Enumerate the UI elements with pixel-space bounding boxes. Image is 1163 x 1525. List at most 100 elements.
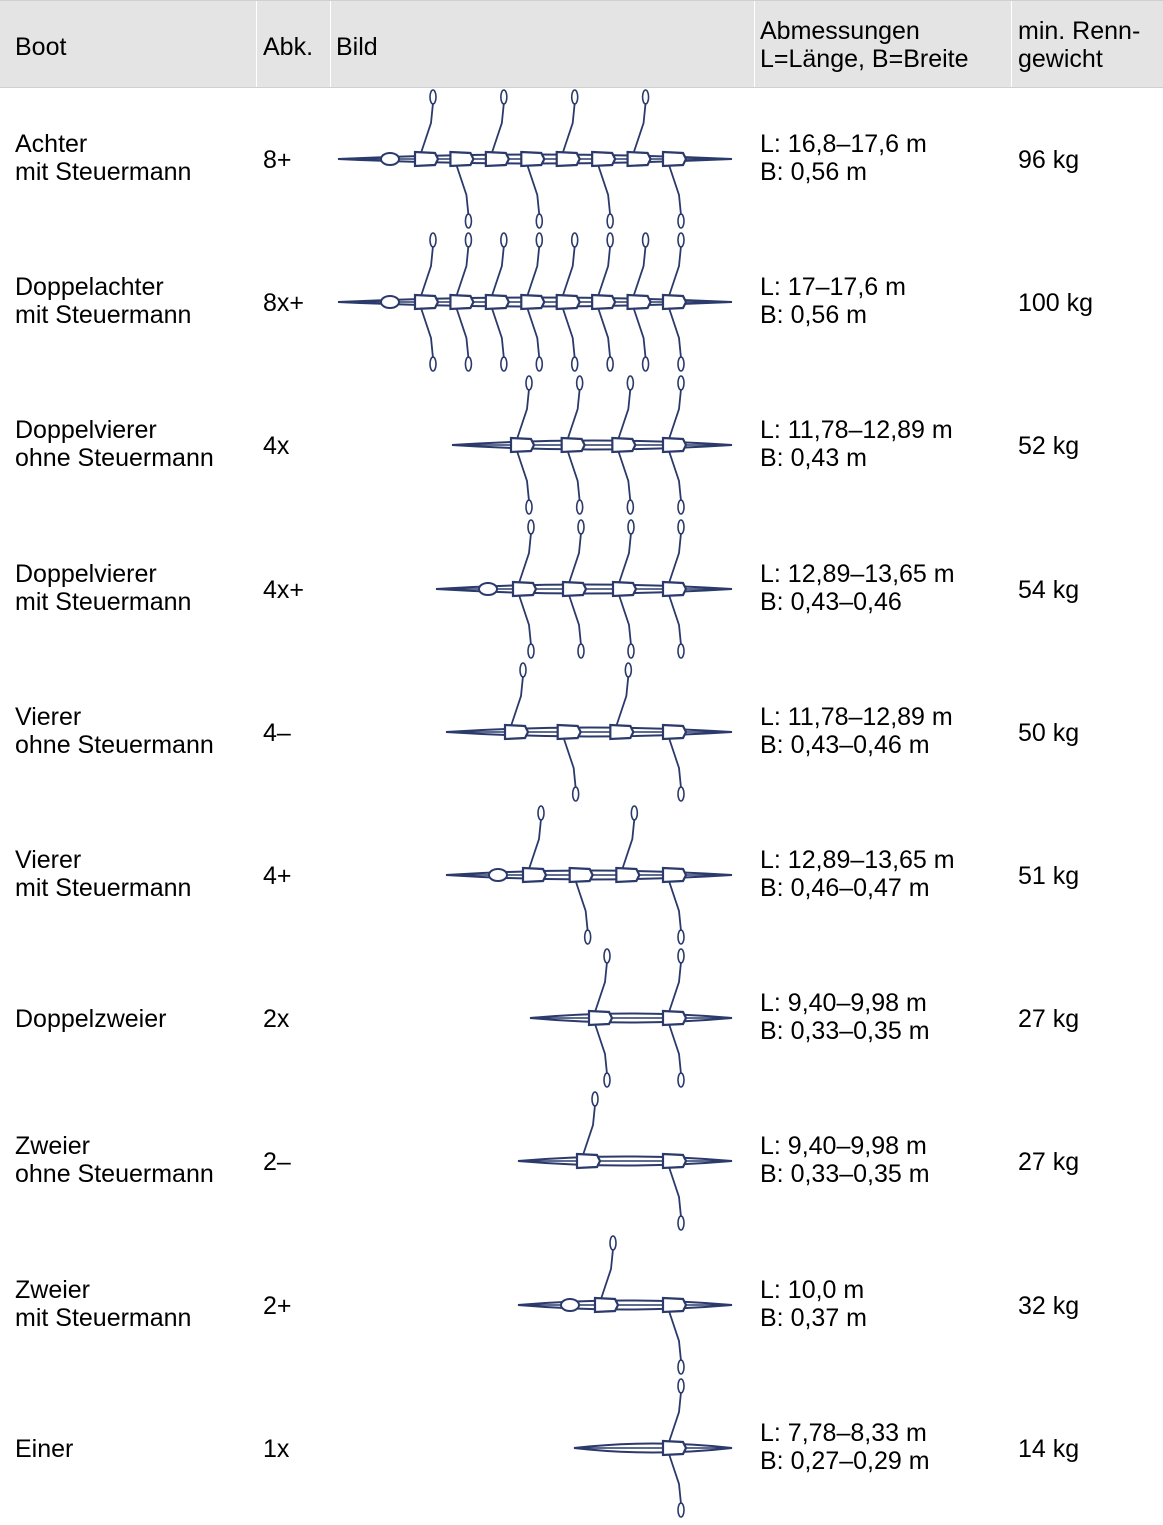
boat-name: Zweier ohne Steuermann <box>15 1132 255 1188</box>
boat-width: B: 0,43–0,46 m <box>760 731 1010 759</box>
header-bild: Bild <box>336 33 378 61</box>
boat-illustration <box>330 88 750 231</box>
boat-illustration <box>330 1377 750 1520</box>
boat-width: B: 0,33–0,35 m <box>760 1017 1010 1045</box>
boat-name-line1: Vierer <box>15 703 255 731</box>
boat-length: L: 12,89–13,65 m <box>760 560 1010 588</box>
boat-abbreviation: 8x+ <box>263 289 333 317</box>
header-dimensions-line2: L=Länge, B=Breite <box>760 45 969 73</box>
boat-name-line2: mit Steuermann <box>15 874 255 902</box>
boat-abbreviation: 4x+ <box>263 576 333 604</box>
boat-name: Doppelvierer ohne Steuermann <box>15 416 255 472</box>
header-divider <box>1011 1 1012 87</box>
table-row: Doppelachter mit Steuermann 8x+ L: 17–17,6 … <box>0 231 1163 374</box>
boat-length: L: 11,78–12,89 m <box>760 703 1010 731</box>
boat-width: B: 0,56 m <box>760 158 1010 186</box>
boat-illustration <box>330 804 750 947</box>
boat-name-line1: Zweier <box>15 1276 255 1304</box>
boat-abbreviation: 4– <box>263 719 333 747</box>
boat-illustration <box>330 947 750 1090</box>
boat-name: Einer <box>15 1435 255 1463</box>
boat-name: Doppelvierer mit Steuermann <box>15 560 255 616</box>
boat-name-line2: ohne Steuermann <box>15 731 255 759</box>
boat-illustration <box>330 1090 750 1233</box>
boat-dimensions: L: 12,89–13,65 m B: 0,43–0,46 <box>760 560 1010 616</box>
boat-dimensions: L: 16,8–17,6 m B: 0,56 m <box>760 130 1010 186</box>
boat-dimensions: L: 9,40–9,98 m B: 0,33–0,35 m <box>760 1132 1010 1188</box>
boat-name: Vierer mit Steuermann <box>15 846 255 902</box>
boat-width: B: 0,43–0,46 <box>760 588 1010 616</box>
boat-name-line2: ohne Steuermann <box>15 444 255 472</box>
boat-name-line1: Achter <box>15 130 255 158</box>
boat-name-line1: Zweier <box>15 1132 255 1160</box>
boat-width: B: 0,33–0,35 m <box>760 1160 1010 1188</box>
header-boot: Boot <box>15 33 66 61</box>
header-divider <box>754 1 755 87</box>
table-row: Vierer mit Steuermann 4+ L: 12,89–13,65 m B:… <box>0 804 1163 947</box>
boat-length: L: 7,78–8,33 m <box>760 1419 1010 1447</box>
table-row: Achter mit Steuermann 8+ L: 16,8–17,6 m B: 0… <box>0 88 1163 231</box>
boat-width: B: 0,56 m <box>760 301 1010 329</box>
boat-name-line1: Doppelzweier <box>15 1005 255 1033</box>
boat-name: Doppelachter mit Steuermann <box>15 273 255 329</box>
boat-abbreviation: 1x <box>263 1435 333 1463</box>
boat-length: L: 16,8–17,6 m <box>760 130 1010 158</box>
boat-abbreviation: 2x <box>263 1005 333 1033</box>
boat-dimensions: L: 9,40–9,98 m B: 0,33–0,35 m <box>760 989 1010 1045</box>
table-row: Doppelvierer ohne Steuermann 4x L: 11,78–12… <box>0 374 1163 517</box>
boat-name-line2: mit Steuermann <box>15 588 255 616</box>
boat-illustration <box>330 661 750 804</box>
boat-name-line2: mit Steuermann <box>15 301 255 329</box>
boat-length: L: 12,89–13,65 m <box>760 846 1010 874</box>
boat-abbreviation: 4x <box>263 432 333 460</box>
boat-illustration <box>330 231 750 374</box>
boat-name-line1: Einer <box>15 1435 255 1463</box>
boat-weight: 50 kg <box>1018 719 1158 747</box>
boat-length: L: 11,78–12,89 m <box>760 416 1010 444</box>
boat-illustration <box>330 1234 750 1377</box>
boat-length: L: 9,40–9,98 m <box>760 989 1010 1017</box>
boat-weight: 54 kg <box>1018 576 1158 604</box>
boat-abbreviation: 2– <box>263 1148 333 1176</box>
boat-dimensions: L: 11,78–12,89 m B: 0,43 m <box>760 416 1010 472</box>
table-row: Zweier mit Steuermann 2+ L: 10,0 m B: 0,37 m… <box>0 1234 1163 1377</box>
table-row: Doppelvierer mit Steuermann 4x+ L: 12,89–13… <box>0 518 1163 661</box>
header-weight-line2: gewicht <box>1018 45 1140 73</box>
boat-name-line1: Doppelvierer <box>15 560 255 588</box>
boat-illustration <box>330 374 750 517</box>
boat-weight: 14 kg <box>1018 1435 1158 1463</box>
boat-name-line1: Doppelachter <box>15 273 255 301</box>
header-abk: Abk. <box>263 33 313 61</box>
boat-illustration <box>330 518 750 661</box>
boat-length: L: 10,0 m <box>760 1276 1010 1304</box>
boat-name-line2: mit Steuermann <box>15 1304 255 1332</box>
header-dimensions: Abmessungen L=Länge, B=Breite <box>760 17 969 73</box>
header-dimensions-line1: Abmessungen <box>760 17 969 45</box>
boat-name-line2: ohne Steuermann <box>15 1160 255 1188</box>
boat-weight: 100 kg <box>1018 289 1158 317</box>
table-row: Einer 1x L: 7,78–8,33 m B: 0,27–0,29 m 14 kg <box>0 1377 1163 1520</box>
boat-name-line2: mit Steuermann <box>15 158 255 186</box>
boat-weight: 27 kg <box>1018 1148 1158 1176</box>
boat-name: Doppelzweier <box>15 1005 255 1033</box>
table-header: Boot Abk. Bild Abmessungen L=Länge, B=Br… <box>0 0 1163 88</box>
header-weight: min. Renn- gewicht <box>1018 17 1140 73</box>
header-weight-line1: min. Renn- <box>1018 17 1140 45</box>
boat-weight: 51 kg <box>1018 862 1158 890</box>
boat-weight: 96 kg <box>1018 146 1158 174</box>
table-row: Doppelzweier 2x L: 9,40–9,98 m B: 0,33–0,35… <box>0 947 1163 1090</box>
boat-width: B: 0,27–0,29 m <box>760 1447 1010 1475</box>
boat-dimensions: L: 17–17,6 m B: 0,56 m <box>760 273 1010 329</box>
boat-dimensions: L: 12,89–13,65 m B: 0,46–0,47 m <box>760 846 1010 902</box>
boat-dimensions: L: 7,78–8,33 m B: 0,27–0,29 m <box>760 1419 1010 1475</box>
header-divider <box>330 1 331 87</box>
boat-width: B: 0,43 m <box>760 444 1010 472</box>
boat-abbreviation: 4+ <box>263 862 333 890</box>
boat-name-line1: Vierer <box>15 846 255 874</box>
boat-dimensions: L: 10,0 m B: 0,37 m <box>760 1276 1010 1332</box>
boat-weight: 32 kg <box>1018 1292 1158 1320</box>
boat-width: B: 0,37 m <box>760 1304 1010 1332</box>
table-row: Zweier ohne Steuermann 2– L: 9,40–9,98 m B: … <box>0 1090 1163 1233</box>
boat-weight: 27 kg <box>1018 1005 1158 1033</box>
